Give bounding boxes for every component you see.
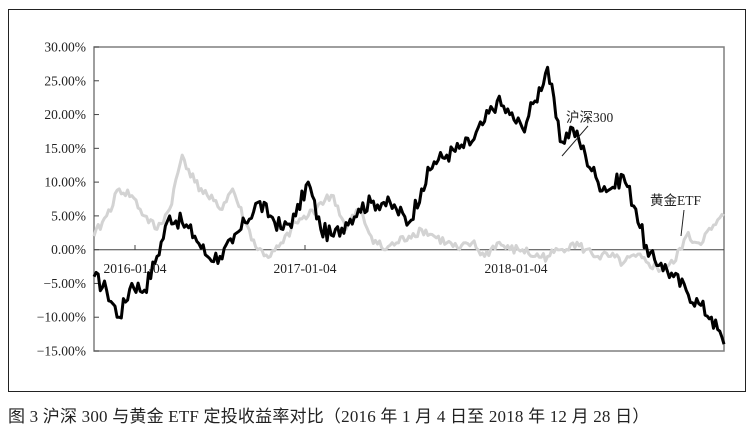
y-tick-label: 25.00% [44,73,86,88]
x-tick-label: 2018-01-04 [485,261,548,276]
y-tick-label: 20.00% [44,107,86,122]
y-tick-label: 15.00% [44,141,86,156]
figure-frame [8,9,746,392]
y-tick-label: −5.00% [44,276,86,291]
line-chart: 30.00% 25.00% 20.00% 15.00% 10.00% 5.00% 0.00%… [37,40,726,359]
gold-etf-series-line [92,153,725,273]
y-tick-label: 10.00% [44,175,86,190]
figure-caption: 图 3 沪深 300 与黄金 ETF 定投收益率对比（2016 年 1 月 4 … [8,407,650,426]
x-tick-label: 2016-01-04 [104,261,167,276]
y-tick-label: −15.00% [37,344,86,359]
hs300-series-line [92,65,726,345]
y-tick-label: 0.00% [51,242,86,257]
y-axis: 30.00% 25.00% 20.00% 15.00% 10.00% 5.00% 0.00%… [37,40,99,359]
hs300-label: 沪深300 [566,110,613,125]
y-tick-label: 5.00% [51,208,86,223]
hs300-leader-line [561,125,589,157]
gold-etf-label: 黄金ETF [650,193,701,208]
plot-area [93,46,725,352]
x-tick-label: 2017-01-04 [274,261,337,276]
y-tick-label: −10.00% [37,310,86,325]
gold-etf-leader-line [680,209,685,237]
y-tick-label: 30.00% [44,40,86,55]
